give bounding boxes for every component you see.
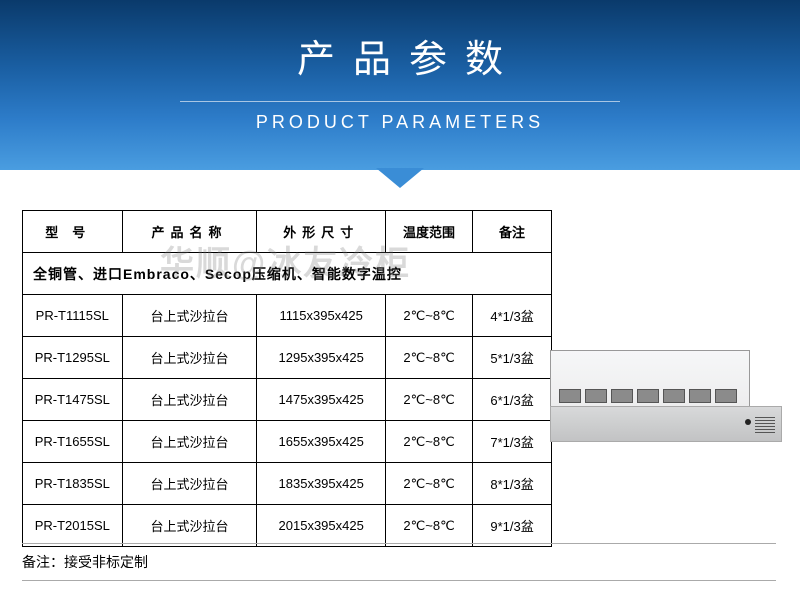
cell-size: 1835x395x425	[257, 463, 386, 505]
cell-model: PR-T2015SL	[23, 505, 123, 547]
cell-temp: 2℃~8℃	[386, 379, 473, 421]
tray	[663, 389, 685, 403]
col-note: 备注	[473, 211, 552, 253]
cell-temp: 2℃~8℃	[386, 295, 473, 337]
title-chinese: 产品参数	[0, 28, 800, 83]
title-divider	[180, 101, 620, 102]
cell-temp: 2℃~8℃	[386, 337, 473, 379]
spec-row: 全铜管、进口Embraco、Secop压缩机、智能数字温控	[23, 253, 552, 295]
cell-size: 1295x395x425	[257, 337, 386, 379]
cell-size: 1655x395x425	[257, 421, 386, 463]
product-table: 型号 产品名称 外形尺寸 温度范围 备注 全铜管、进口Embraco、Secop…	[22, 210, 552, 547]
tray	[611, 389, 633, 403]
tray-row	[559, 389, 737, 403]
spec-text: 全铜管、进口Embraco、Secop压缩机、智能数字温控	[23, 253, 552, 295]
cell-model: PR-T1655SL	[23, 421, 123, 463]
cell-temp: 2℃~8℃	[386, 463, 473, 505]
col-temp: 温度范围	[386, 211, 473, 253]
cell-name: 台上式沙拉台	[122, 505, 257, 547]
cell-note: 8*1/3盆	[473, 463, 552, 505]
vent-icon	[755, 417, 775, 433]
title-english: PRODUCT PARAMETERS	[0, 112, 800, 133]
cell-size: 2015x395x425	[257, 505, 386, 547]
content-area: 华顺@冰友冷柜 型号 产品名称 外形尺寸 温度范围 备注 全铜管、进口Embra…	[0, 170, 800, 547]
tray	[715, 389, 737, 403]
footnote: 备注：接受非标定制	[22, 543, 776, 581]
cell-note: 5*1/3盆	[473, 337, 552, 379]
col-model: 型号	[23, 211, 123, 253]
cell-name: 台上式沙拉台	[122, 421, 257, 463]
cell-model: PR-T1295SL	[23, 337, 123, 379]
cell-size: 1115x395x425	[257, 295, 386, 337]
tray	[689, 389, 711, 403]
cell-note: 7*1/3盆	[473, 421, 552, 463]
cell-model: PR-T1115SL	[23, 295, 123, 337]
glass-cover	[550, 350, 750, 412]
cell-name: 台上式沙拉台	[122, 295, 257, 337]
cell-note: 9*1/3盆	[473, 505, 552, 547]
table-row: PR-T2015SL台上式沙拉台2015x395x4252℃~8℃9*1/3盆	[23, 505, 552, 547]
cell-name: 台上式沙拉台	[122, 463, 257, 505]
product-illustration	[550, 350, 782, 446]
table-row: PR-T1835SL台上式沙拉台1835x395x4252℃~8℃8*1/3盆	[23, 463, 552, 505]
cell-note: 4*1/3盆	[473, 295, 552, 337]
table-row: PR-T1295SL台上式沙拉台1295x395x4252℃~8℃5*1/3盆	[23, 337, 552, 379]
table-header-row: 型号 产品名称 外形尺寸 温度范围 备注	[23, 211, 552, 253]
tray	[585, 389, 607, 403]
header-banner: 产品参数 PRODUCT PARAMETERS	[0, 0, 800, 170]
cell-model: PR-T1835SL	[23, 463, 123, 505]
tray	[637, 389, 659, 403]
control-panel-icon	[745, 419, 751, 425]
col-name: 产品名称	[122, 211, 257, 253]
cell-temp: 2℃~8℃	[386, 505, 473, 547]
tray	[559, 389, 581, 403]
cell-temp: 2℃~8℃	[386, 421, 473, 463]
col-size: 外形尺寸	[257, 211, 386, 253]
table-row: PR-T1475SL台上式沙拉台1475x395x4252℃~8℃6*1/3盆	[23, 379, 552, 421]
table-row: PR-T1655SL台上式沙拉台1655x395x4252℃~8℃7*1/3盆	[23, 421, 552, 463]
cell-name: 台上式沙拉台	[122, 337, 257, 379]
cell-name: 台上式沙拉台	[122, 379, 257, 421]
cell-size: 1475x395x425	[257, 379, 386, 421]
table-row: PR-T1115SL台上式沙拉台1115x395x4252℃~8℃4*1/3盆	[23, 295, 552, 337]
base-unit	[550, 406, 782, 442]
cell-note: 6*1/3盆	[473, 379, 552, 421]
cell-model: PR-T1475SL	[23, 379, 123, 421]
